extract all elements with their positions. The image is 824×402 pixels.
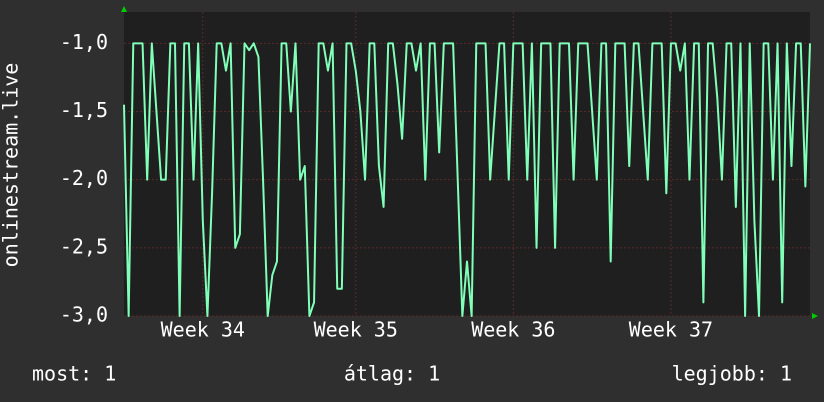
- y-tick-label: -2,0: [60, 166, 108, 190]
- average-stat: átlag: 1: [344, 362, 440, 386]
- x-tick-label: Week 35: [314, 318, 398, 342]
- y-tick-label: -1,5: [60, 98, 108, 122]
- y-axis-label: onlinestream.live: [0, 63, 23, 268]
- y-tick-label: -3,0: [60, 303, 108, 327]
- y-tick-label: -2,5: [60, 234, 108, 258]
- x-tick-label: Week 34: [161, 318, 245, 342]
- data-line: [123, 42, 811, 317]
- x-tick-label: Week 36: [471, 318, 555, 342]
- axis-arrow: [812, 313, 818, 319]
- axis-arrow: [121, 6, 127, 12]
- y-tick-label: -1,0: [60, 30, 108, 54]
- max-stat: legjobb: 1: [672, 362, 792, 386]
- current-stat: most: 1: [32, 362, 116, 386]
- x-tick-label: Week 37: [629, 318, 713, 342]
